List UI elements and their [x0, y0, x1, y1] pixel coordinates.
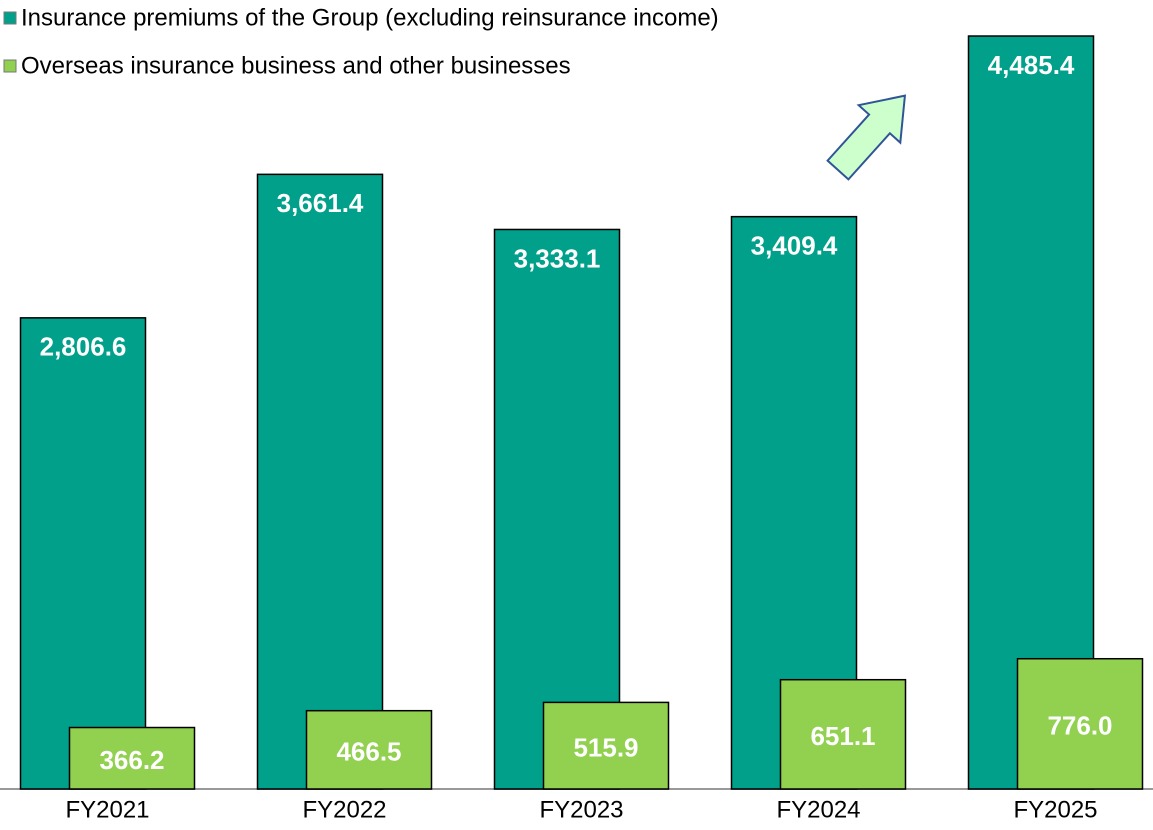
data-label: 4,485.4 — [988, 50, 1075, 80]
bar — [256, 173, 384, 790]
bar — [305, 709, 433, 790]
data-label: 776.0 — [1047, 711, 1112, 741]
data-label: 3,333.1 — [514, 243, 601, 273]
data-label: 651.1 — [810, 721, 875, 751]
x-tick-label: FY2024 — [776, 796, 860, 823]
x-tick-label: FY2025 — [1013, 796, 1097, 823]
bar — [779, 678, 907, 790]
legend-label: Overseas insurance business and other bu… — [21, 52, 571, 79]
x-tick-label: FY2021 — [65, 796, 149, 823]
bar — [19, 317, 147, 790]
legend-label: Insurance premiums of the Group (excludi… — [21, 4, 719, 31]
data-label: 3,409.4 — [751, 231, 838, 261]
data-label: 515.9 — [573, 733, 638, 763]
x-tick-label: FY2023 — [539, 796, 623, 823]
bar — [542, 701, 670, 790]
data-label: 366.2 — [99, 745, 164, 775]
bar — [68, 726, 196, 790]
x-tick-label: FY2022 — [302, 796, 386, 823]
data-label: 466.5 — [336, 737, 401, 767]
bar — [1016, 657, 1144, 790]
legend-swatch — [3, 59, 17, 73]
trend-arrow — [826, 94, 907, 181]
data-label: 3,661.4 — [277, 188, 364, 218]
legend-swatch — [3, 11, 17, 25]
data-label: 2,806.6 — [40, 332, 127, 362]
